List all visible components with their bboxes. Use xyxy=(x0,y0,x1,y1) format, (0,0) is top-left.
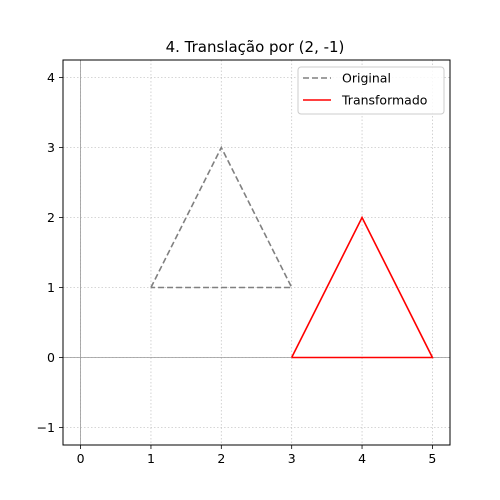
plot-frame xyxy=(62,59,451,446)
x-tick-label: 2 xyxy=(217,451,225,466)
chart-title: 4. Translação por (2, -1) xyxy=(166,38,345,56)
x-tick-label: 0 xyxy=(77,451,85,466)
series-line-transformed xyxy=(290,215,434,359)
series-line-original xyxy=(150,145,293,289)
series-group xyxy=(150,145,434,359)
axis-ticks: 0 1 2 3 4 5 −1 0 1 2 3 4 xyxy=(37,70,437,466)
x-tick-label: 5 xyxy=(428,451,436,466)
y-tick-label: 0 xyxy=(47,350,55,365)
y-tick-label: 2 xyxy=(47,210,55,225)
legend-label-transformed: Transformado xyxy=(341,93,427,108)
legend: Original Transformado xyxy=(297,66,445,115)
x-tick-label: 3 xyxy=(288,451,296,466)
legend-box xyxy=(297,66,445,115)
legend-label-original: Original xyxy=(342,71,391,86)
y-tick-label: −1 xyxy=(37,420,55,435)
x-tick-label: 1 xyxy=(147,451,155,466)
y-tick-label: 1 xyxy=(47,280,55,295)
x-tick-label: 4 xyxy=(358,451,366,466)
y-tick-label: 4 xyxy=(47,70,55,85)
y-tick-label: 3 xyxy=(47,140,55,155)
